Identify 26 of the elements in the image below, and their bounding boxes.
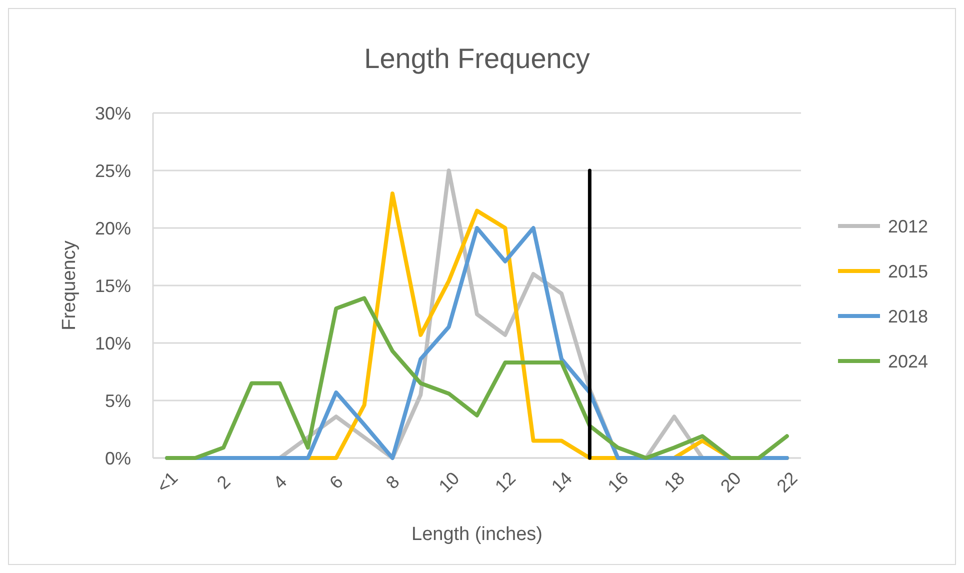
x-tick-label: 20 bbox=[716, 468, 745, 496]
x-tick-label: <1 bbox=[152, 468, 182, 497]
legend-label: 2018 bbox=[888, 306, 928, 326]
chart-title: Length Frequency bbox=[364, 43, 590, 74]
x-tick-label: 10 bbox=[434, 468, 464, 496]
y-tick-label: 10% bbox=[94, 333, 131, 354]
legend-label: 2012 bbox=[888, 216, 928, 236]
x-tick-label: 4 bbox=[269, 472, 291, 493]
x-tick-label: 18 bbox=[660, 468, 689, 496]
x-tick-label: 8 bbox=[382, 472, 404, 493]
y-tick-label: 15% bbox=[94, 276, 131, 296]
y-tick-label: 20% bbox=[94, 218, 131, 238]
x-tick-label: 16 bbox=[604, 468, 632, 496]
x-tick-label: 6 bbox=[326, 472, 347, 493]
x-tick-label: 22 bbox=[772, 468, 802, 496]
legend-label: 2024 bbox=[888, 351, 928, 372]
y-tick-label: 0% bbox=[104, 448, 131, 468]
y-tick-label: 5% bbox=[104, 390, 131, 411]
legend-label: 2015 bbox=[888, 261, 928, 282]
y-tick-label: 30% bbox=[94, 103, 131, 124]
x-tick-label: 2 bbox=[213, 472, 234, 493]
y-axis-title: Frequency bbox=[59, 240, 80, 330]
x-axis-title: Length (inches) bbox=[412, 524, 542, 545]
x-tick-label: 14 bbox=[548, 468, 576, 496]
y-tick-label: 25% bbox=[94, 160, 131, 181]
x-tick-label: 12 bbox=[491, 468, 520, 496]
